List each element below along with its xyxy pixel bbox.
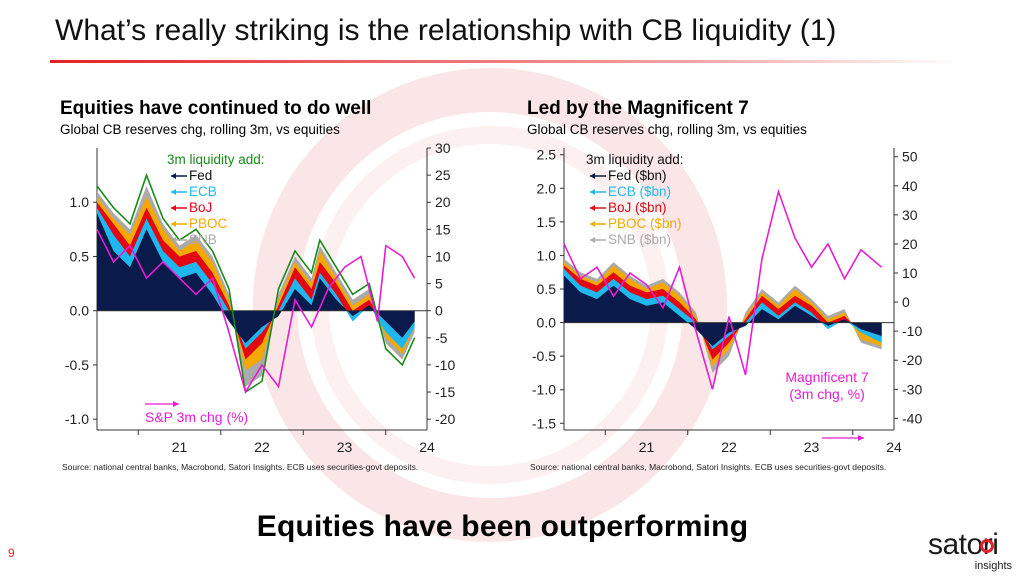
legend-label: ECB ($bn) — [608, 184, 671, 199]
chart2-plot: -1.5 -1.0 -0.5 0.0 0.5 1.0 1.5 2.0 2.5 -40 -30 -20 -… — [532, 147, 923, 455]
right-tick-label: -15 — [435, 384, 455, 400]
left-tick-label: -0.5 — [65, 357, 89, 373]
right-tick-label: 0 — [902, 294, 910, 310]
right-tick-label: -10 — [902, 323, 922, 339]
left-tick-label: 1.5 — [537, 214, 557, 230]
legend-label: Fed — [189, 168, 212, 183]
legend-arrowhead — [171, 205, 176, 211]
right-tick-label: 30 — [435, 140, 451, 156]
chart1-subtitle: Global CB reserves chg, rolling 3m, vs e… — [60, 122, 340, 137]
title-underline — [50, 60, 960, 63]
right-tick-label: 50 — [902, 149, 918, 165]
legend-label: BoJ — [189, 200, 212, 215]
left-tick-label: -1.0 — [65, 411, 89, 427]
right-tick-label: 5 — [435, 276, 443, 292]
x-tick-label: 21 — [639, 439, 655, 455]
left-tick-label: 0.5 — [537, 281, 557, 297]
right-tick-label: 20 — [435, 194, 451, 210]
legend-label: Fed ($bn) — [608, 168, 667, 183]
left-tick-label: 0.0 — [537, 315, 557, 331]
legend-title: 3m liquidity add: — [167, 152, 265, 167]
legend-arrowhead — [590, 173, 595, 179]
x-tick-label: 22 — [721, 439, 737, 455]
legend-title: 3m liquidity add: — [586, 152, 684, 167]
chart2-subtitle: Global CB reserves chg, rolling 3m, vs e… — [527, 122, 807, 137]
x-tick-label: 21 — [172, 439, 188, 455]
legend-label: PBOC — [189, 216, 228, 231]
line-s-p-3m-chg- — [96, 228, 416, 394]
right-tick-label: 0 — [435, 303, 443, 319]
area-fed-bn- — [564, 275, 882, 347]
legend-label: BoJ ($bn) — [608, 200, 667, 215]
right-tick-label: 15 — [435, 221, 451, 237]
right-tick-label: 10 — [902, 265, 918, 281]
x-tick-label: 23 — [337, 439, 353, 455]
area-pboc-bn- — [564, 262, 882, 367]
right-tick-label: -10 — [435, 357, 455, 373]
chart1-title: Equities have continued to do well — [60, 98, 372, 119]
legend-arrowhead — [590, 205, 595, 211]
left-tick-label: 1.0 — [70, 194, 90, 210]
right-tick-label: -5 — [435, 330, 448, 346]
logo-sub: insights — [974, 560, 1012, 572]
right-tick-label: -20 — [435, 411, 455, 427]
legend-label: PBOC ($bn) — [608, 216, 682, 231]
line-total — [96, 172, 416, 394]
satori-logo: satori insights — [928, 530, 1018, 574]
chart1-source: Source: national central banks, Macrobon… — [62, 462, 419, 472]
legend-arrowhead — [171, 173, 176, 179]
annotation-arrowhead — [858, 435, 864, 441]
left-tick-label: -0.5 — [532, 348, 556, 364]
legend-arrowhead — [171, 237, 176, 243]
right-tick-label: -40 — [902, 410, 922, 426]
legend-label: SNB — [189, 232, 217, 247]
left-tick-label: -1.0 — [532, 382, 556, 398]
right-tick-label: 30 — [902, 207, 918, 223]
left-tick-label: 0.5 — [70, 248, 90, 264]
right-tick-label: 40 — [902, 178, 918, 194]
chart2-title: Led by the Magnificent 7 — [527, 98, 749, 119]
right-tick-label: 25 — [435, 167, 451, 183]
line-magnificent-7-3m-chg- — [563, 188, 883, 390]
left-tick-label: -1.5 — [532, 415, 556, 431]
legend-arrowhead — [171, 221, 176, 227]
left-tick-label: 1.0 — [537, 247, 557, 263]
x-tick-label: 24 — [886, 439, 902, 455]
annotation-label: S&P 3m chg (%) — [145, 409, 248, 425]
right-tick-label: -30 — [902, 381, 922, 397]
logo-word: satori — [928, 528, 999, 561]
right-tick-label: -20 — [902, 352, 922, 368]
legend-label: ECB — [189, 184, 217, 199]
page-number: 9 — [8, 546, 15, 560]
legend-arrowhead — [171, 189, 176, 195]
x-tick-label: 23 — [804, 439, 820, 455]
left-tick-label: 2.5 — [537, 147, 557, 163]
legend-arrowhead — [590, 221, 595, 227]
x-tick-label: 22 — [254, 439, 270, 455]
annotation-arrowhead — [173, 401, 179, 407]
left-tick-label: 0.0 — [70, 303, 90, 319]
left-tick-label: 2.0 — [537, 180, 557, 196]
slide-headline: Equities have been outperforming — [256, 510, 749, 543]
annotation-label-line1: Magnificent 7 — [785, 369, 868, 385]
right-tick-label: 10 — [435, 248, 451, 264]
legend-arrowhead — [590, 189, 595, 195]
chart2-source: Source: national central banks, Macrobon… — [530, 462, 887, 472]
legend-label: SNB ($bn) — [608, 232, 671, 247]
chart1-plot: -1.0 -0.5 0.0 0.5 1.0 -20 -15 -10 -5 0 5 10 15 20 25 30… — [65, 140, 455, 455]
slide-title: What’s really striking is the relationsh… — [55, 14, 837, 47]
right-tick-label: 20 — [902, 236, 918, 252]
legend-arrowhead — [590, 237, 595, 243]
annotation-label-line2: (3m chg, %) — [789, 386, 864, 402]
x-tick-label: 24 — [419, 439, 435, 455]
logo-accent-dot — [980, 539, 994, 553]
